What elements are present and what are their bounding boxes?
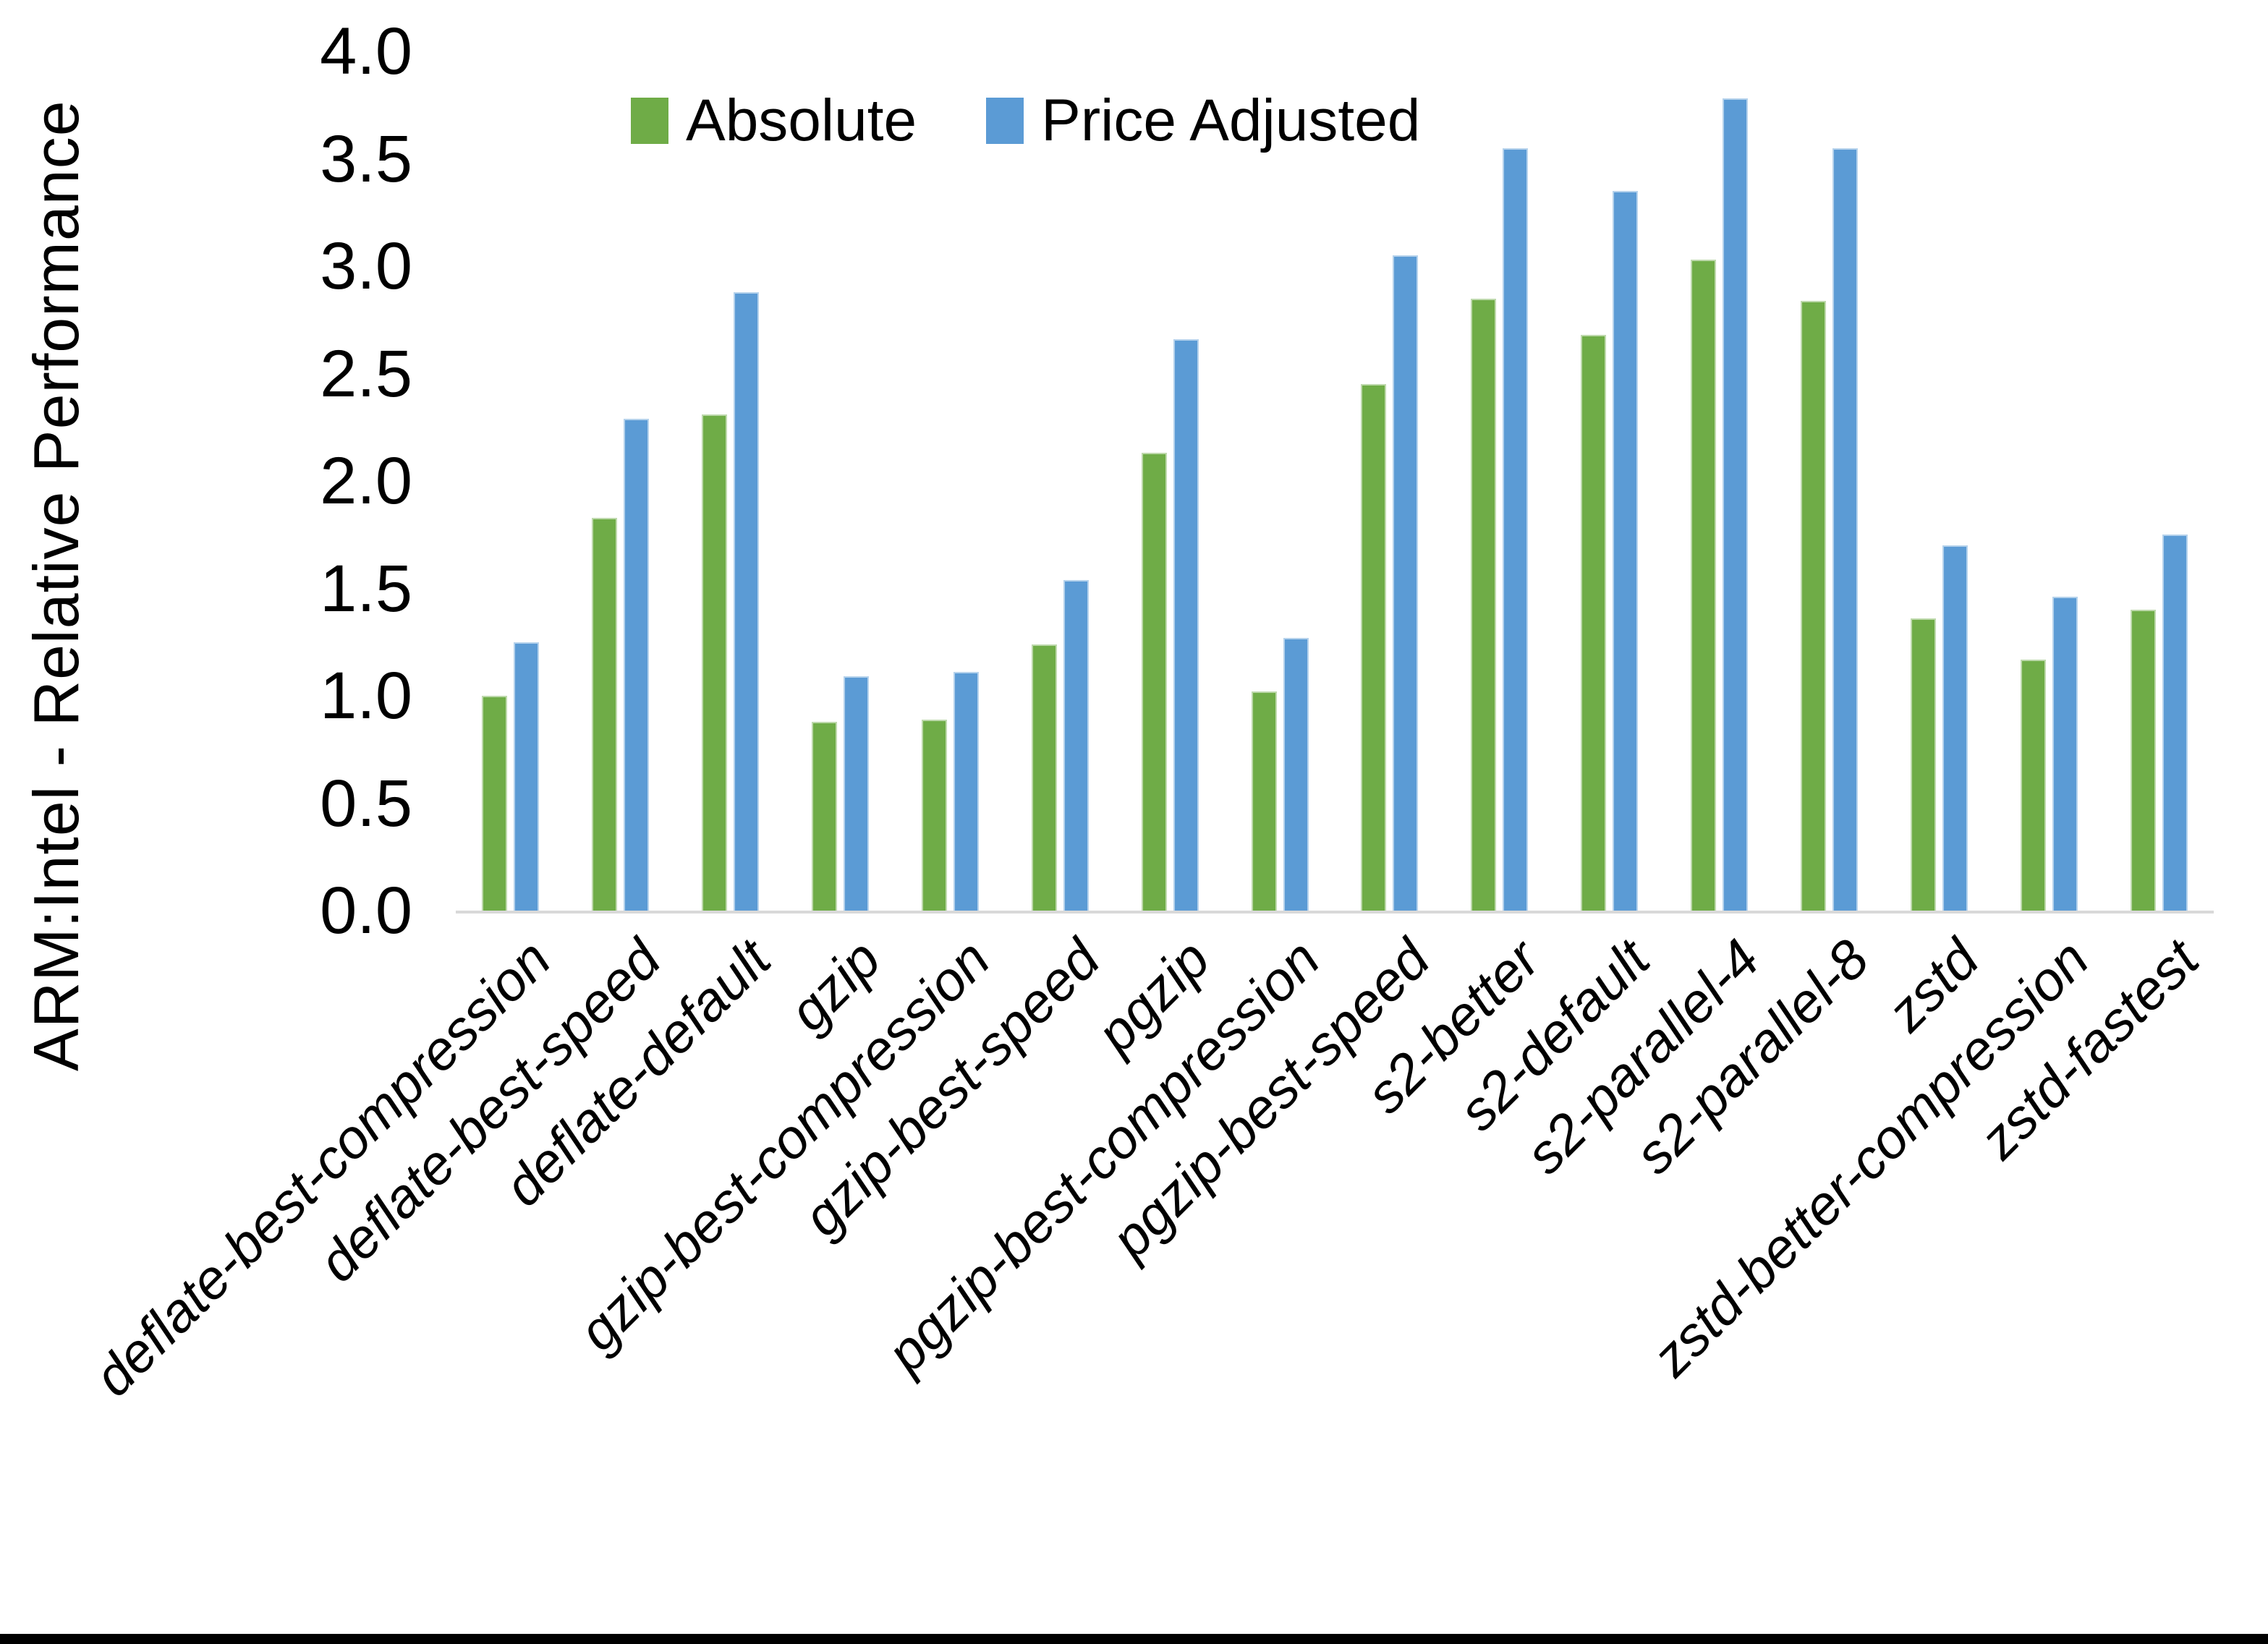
bar-group (566, 51, 676, 911)
bar-price-adjusted (1503, 148, 1529, 911)
bar-group (2104, 51, 2214, 911)
legend-item-price-adjusted: Price Adjusted (986, 91, 1420, 150)
bar-price-adjusted (1613, 191, 1639, 911)
bar-absolute (1910, 618, 1936, 911)
bar-group (1225, 51, 1335, 911)
plot-area (456, 51, 2214, 913)
bar-absolute (1141, 453, 1167, 911)
bar-group (896, 51, 1006, 911)
bar-group (1005, 51, 1115, 911)
bar-price-adjusted (844, 676, 870, 911)
bar-absolute (592, 517, 618, 911)
bar-absolute (1471, 298, 1497, 911)
bar-absolute (1361, 384, 1387, 911)
bar-group (1445, 51, 1555, 911)
bar-price-adjusted (2052, 597, 2078, 911)
bar-absolute (482, 696, 508, 911)
y-tick-label: 1.5 (320, 551, 412, 626)
bar-price-adjusted (624, 418, 650, 911)
bar-absolute (1581, 335, 1607, 911)
bar-absolute (812, 721, 838, 911)
bar-absolute (2130, 610, 2156, 911)
bar-group (456, 51, 566, 911)
y-tick-label: 4.0 (320, 14, 412, 88)
bar-absolute (1691, 260, 1717, 911)
legend-label-price-adjusted: Price Adjusted (1041, 88, 1421, 153)
bar-absolute (702, 414, 728, 911)
bar-absolute (1031, 644, 1057, 911)
bar-group (1115, 51, 1225, 911)
bar-absolute (1251, 691, 1277, 911)
bar-price-adjusted (734, 291, 760, 911)
y-tick-label: 0.5 (320, 766, 412, 840)
bar-group (1665, 51, 1775, 911)
bar-absolute (2020, 659, 2046, 911)
bar-group (1555, 51, 1665, 911)
legend-swatch-absolute (631, 98, 668, 144)
y-tick-label: 2.5 (320, 336, 412, 411)
bar-price-adjusted (1173, 338, 1199, 911)
bar-price-adjusted (1283, 637, 1309, 911)
y-tick-label: 3.5 (320, 122, 412, 196)
y-tick-label: 3.0 (320, 229, 412, 303)
bar-price-adjusted (1723, 98, 1749, 911)
bar-group (1775, 51, 1885, 911)
bar-price-adjusted (1393, 255, 1419, 911)
y-tick-label: 0.0 (320, 874, 412, 947)
bar-group (1994, 51, 2104, 911)
window-edge (0, 1634, 2268, 1644)
bar-group (786, 51, 896, 911)
bar-price-adjusted (1063, 579, 1089, 911)
bar-absolute (921, 719, 947, 911)
legend: Absolute Price Adjusted (631, 91, 1420, 150)
legend-item-absolute: Absolute (631, 91, 917, 150)
y-tick-label: 1.0 (320, 659, 412, 733)
bar-group (1335, 51, 1445, 911)
bar-group (1884, 51, 1994, 911)
bar-price-adjusted (953, 672, 979, 911)
y-axis-title: ARM:Intel - Relative Performance (20, 100, 92, 1072)
bar-absolute (1800, 300, 1826, 911)
bar-price-adjusted (2162, 534, 2188, 911)
bar-group (676, 51, 786, 911)
y-tick-label: 2.0 (320, 444, 412, 518)
legend-swatch-price-adjusted (986, 98, 1024, 144)
bar-price-adjusted (1942, 545, 1968, 911)
legend-label-absolute: Absolute (686, 88, 917, 153)
bar-price-adjusted (514, 642, 540, 911)
bar-price-adjusted (1832, 148, 1858, 911)
